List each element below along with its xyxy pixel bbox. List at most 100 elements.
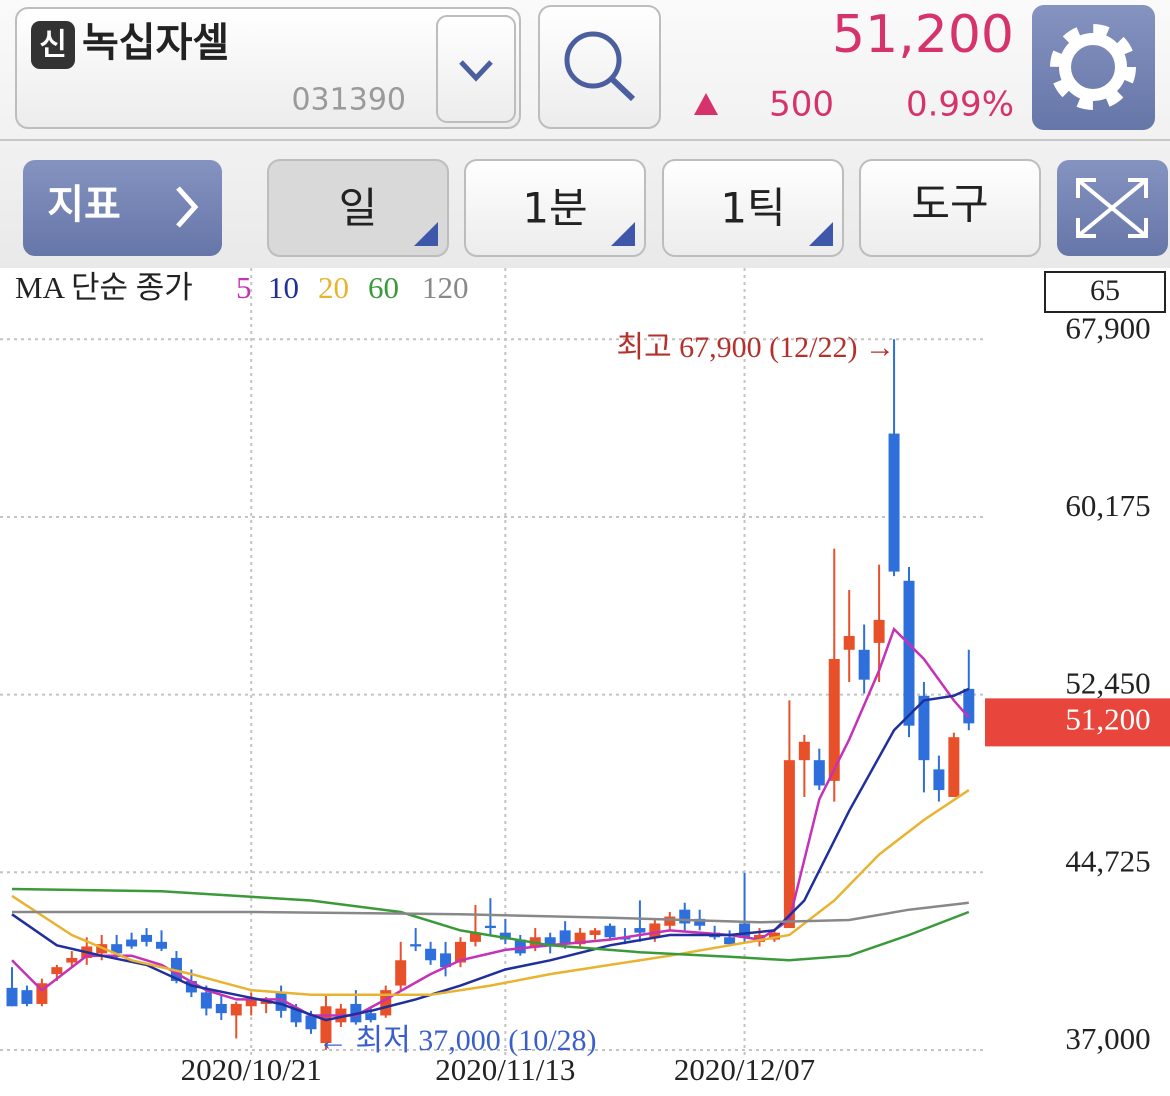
candle-body xyxy=(873,619,885,643)
ma-line xyxy=(11,789,970,997)
ma-legend-item: 120 xyxy=(422,270,469,305)
plot: 5 10 20 60 120 37,000 44,725 52,450 60,175 67,900… xyxy=(0,268,1170,1087)
candle-body xyxy=(768,932,780,940)
candle-body xyxy=(604,925,616,938)
search-button[interactable] xyxy=(538,5,661,129)
candle-body xyxy=(111,944,123,954)
candle-body xyxy=(918,695,930,761)
candle-body xyxy=(813,760,825,786)
y-tick-label: 60,175 xyxy=(1065,488,1150,523)
dropdown-button[interactable] xyxy=(436,15,516,123)
ma-legend-item: 5 xyxy=(236,270,252,305)
candle-body xyxy=(544,937,556,947)
search-icon-handle xyxy=(609,76,636,102)
candle-body xyxy=(828,658,840,781)
candle-body xyxy=(469,932,481,942)
y-tick-label: 67,900 xyxy=(1065,310,1150,345)
y-tick-label: 52,450 xyxy=(1065,666,1150,701)
indicator-arrow xyxy=(176,186,199,228)
candle-body xyxy=(21,990,33,1004)
x-tick-label: 2020/12/07 xyxy=(674,1052,815,1087)
ma-line xyxy=(11,887,970,962)
x-tick-label: 2020/11/13 xyxy=(435,1052,575,1087)
candle-body xyxy=(215,1003,227,1014)
ma-legend-item: 20 xyxy=(318,270,349,305)
indicator-label: 지표 xyxy=(47,182,121,228)
candle-body xyxy=(559,930,571,945)
candle-body xyxy=(156,941,167,949)
current-price: 51,200 xyxy=(832,5,1014,65)
low-annotation: ← 최저 37,000 (10/28) xyxy=(318,1024,597,1057)
candle-body xyxy=(858,649,870,680)
stock-code: 031390 xyxy=(291,83,406,118)
period-label: 일 xyxy=(339,184,378,233)
y-tick-label: 44,725 xyxy=(1065,843,1150,878)
search-icon xyxy=(564,31,622,89)
candle-body xyxy=(66,957,78,963)
period-button[interactable] xyxy=(267,159,449,257)
candle-body xyxy=(275,992,287,1011)
chevron-icon xyxy=(459,60,493,82)
candle-body xyxy=(455,941,466,963)
candle-body xyxy=(514,939,526,954)
ma-legend-item: 60 xyxy=(368,270,399,305)
candle-body xyxy=(365,1013,377,1021)
badge-text: 신 xyxy=(39,28,67,63)
candle-body xyxy=(963,688,975,724)
ma-line xyxy=(11,626,970,1017)
candle-body xyxy=(948,737,960,797)
candle-body xyxy=(739,923,751,938)
ma-legend-item: 10 xyxy=(268,270,299,305)
tick-button[interactable] xyxy=(662,159,844,257)
candle-body xyxy=(783,760,795,929)
candle-body xyxy=(664,916,676,926)
ma-line xyxy=(11,687,970,1022)
candle-body xyxy=(141,934,153,942)
candle-body xyxy=(843,635,855,650)
candle-body xyxy=(724,937,736,945)
candle-body xyxy=(634,928,646,933)
candle-body xyxy=(126,939,138,947)
corner-triangle xyxy=(611,222,635,246)
candle-body xyxy=(380,990,392,1016)
candle-body xyxy=(290,1008,302,1023)
candle-body xyxy=(320,1006,332,1044)
badge xyxy=(31,21,75,69)
gear-teeth xyxy=(1050,24,1136,110)
price-change: 500 xyxy=(769,85,834,125)
expand-icon xyxy=(1076,178,1148,238)
candle-body xyxy=(484,925,496,929)
candle-body xyxy=(694,918,706,926)
stock-box[interactable] xyxy=(15,7,521,129)
corner-triangle xyxy=(414,222,438,246)
candle-body xyxy=(395,960,407,986)
candle-body xyxy=(245,999,257,1007)
candle-body xyxy=(888,433,900,572)
minute-label: 1분 xyxy=(522,184,587,233)
stock-name: 녹십자셀 xyxy=(82,20,229,66)
candle-body xyxy=(574,932,586,945)
candle-body xyxy=(51,967,63,975)
settings-button[interactable] xyxy=(1032,5,1155,130)
candle-body xyxy=(305,1015,317,1030)
chart-background xyxy=(0,268,1170,1096)
tools-label: 도구 xyxy=(911,180,988,229)
y-tick-label: 37,000 xyxy=(1065,1021,1150,1056)
candle-body xyxy=(425,948,437,961)
count-box-text: 65 xyxy=(1090,274,1120,307)
change-rate: 0.99% xyxy=(906,85,1014,125)
indicator-button[interactable] xyxy=(23,160,222,256)
ma-legend-title: MA 단순 종가 xyxy=(15,270,193,305)
tools-button[interactable] xyxy=(859,159,1041,257)
candle-body xyxy=(499,932,511,940)
x-tick-label: 2020/10/21 xyxy=(181,1052,322,1087)
candle-body xyxy=(410,944,422,947)
last-price-tag xyxy=(985,698,1170,747)
up-arrow-icon xyxy=(694,93,718,115)
count-box xyxy=(1044,271,1166,313)
candle-body xyxy=(649,923,661,938)
candle-body xyxy=(798,741,810,761)
minute-button[interactable] xyxy=(464,159,646,257)
last-price-label: 51,200 xyxy=(1065,701,1150,736)
